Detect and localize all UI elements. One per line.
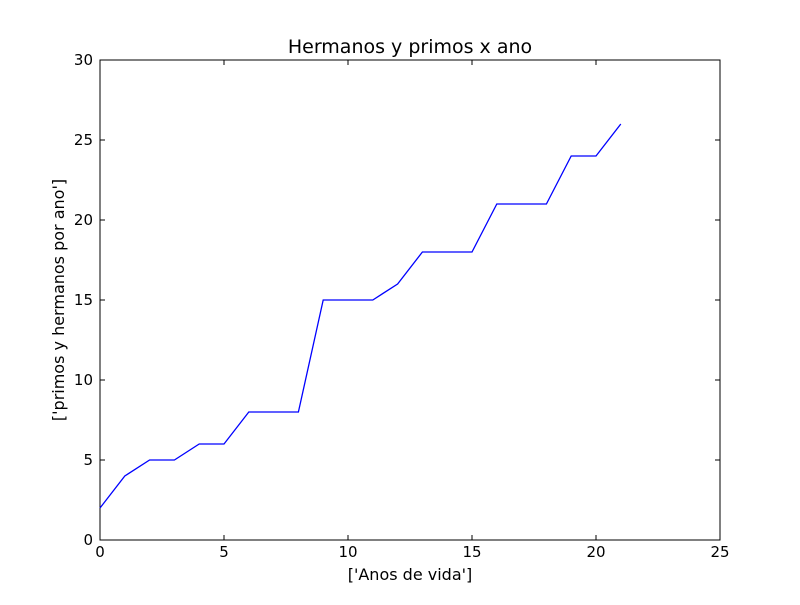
y-tick-label: 15 — [74, 291, 93, 309]
y-tick-label: 20 — [74, 211, 93, 229]
chart-title: Hermanos y primos x ano — [288, 36, 532, 58]
x-tick-label: 0 — [95, 543, 105, 561]
y-tick-label: 10 — [74, 371, 93, 389]
plot-area: 0 5 10 15 20 25 0 5 10 15 20 25 30 — [74, 51, 730, 561]
series-line — [99, 123, 622, 509]
x-tick-label: 5 — [219, 543, 229, 561]
y-axis-label: ['primos y hermanos por ano'] — [49, 179, 68, 421]
axes-frame — [99, 59, 721, 541]
y-tick-label: 5 — [83, 451, 93, 469]
y-tick-label: 30 — [74, 51, 93, 69]
y-tick-label: 25 — [74, 131, 93, 149]
x-tick-label: 10 — [338, 543, 357, 561]
y-tick-label: 0 — [83, 531, 93, 549]
x-tick-label: 20 — [586, 543, 605, 561]
x-tick-label: 25 — [710, 543, 729, 561]
x-axis-label: ['Anos de vida'] — [348, 565, 473, 584]
x-tick-label: 15 — [462, 543, 481, 561]
